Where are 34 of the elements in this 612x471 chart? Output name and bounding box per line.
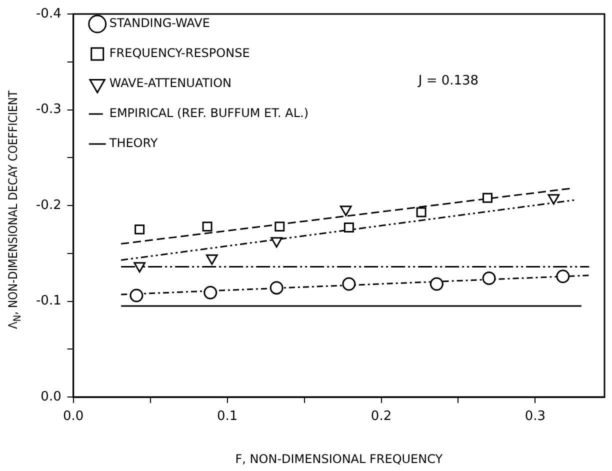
x-tick-label: 0.2 (370, 409, 392, 424)
point (134, 224, 145, 234)
y-tick-label: -0.2 (36, 198, 62, 213)
y-tick-label: -0.1 (36, 294, 62, 309)
point (270, 281, 284, 295)
x-tick-label: 0.3 (524, 409, 546, 424)
point (548, 194, 560, 205)
y-tick-label: -0.4 (36, 6, 62, 22)
x-tick-label: 0.1 (216, 409, 238, 424)
point (274, 222, 285, 232)
legend-label: FREQUENCY-RESPONSE (109, 46, 250, 60)
legend-label: EMPIRICAL (REF. BUFFUM ET. AL.) (109, 106, 309, 120)
y-tick-label: -0.3 (36, 102, 62, 118)
point (416, 207, 426, 218)
point (270, 237, 283, 248)
y-tick-label: 0.0 (40, 389, 62, 404)
legend-label: STANDING-WAVE (109, 16, 210, 30)
annotation: J = 0.138 (417, 73, 479, 88)
point (206, 254, 218, 265)
legend-label: THEORY (108, 136, 158, 150)
point (202, 222, 212, 232)
point (340, 206, 352, 216)
legend-label: WAVE-ATTENUATION (109, 76, 232, 90)
point (342, 277, 356, 291)
point (482, 272, 496, 286)
point (556, 270, 570, 284)
x-axis-title: F, NON-DIMENSIONAL FREQUENCY (235, 452, 444, 466)
point (482, 192, 492, 203)
point (204, 286, 218, 300)
point (134, 262, 146, 273)
point (130, 288, 144, 302)
point (430, 277, 444, 291)
point (344, 222, 354, 233)
x-tick-label: 0.0 (63, 409, 84, 424)
